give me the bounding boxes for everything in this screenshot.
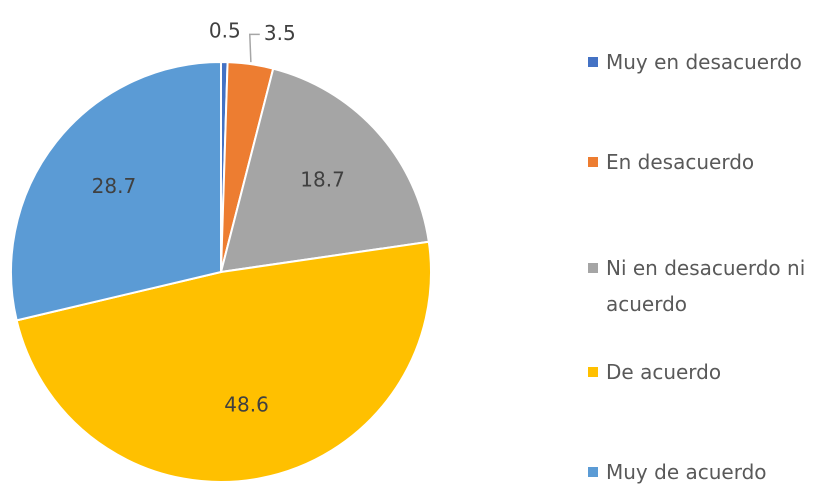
data-label: 3.5 xyxy=(264,21,296,45)
legend-label: Muy en desacuerdo xyxy=(606,50,802,74)
legend-item: De acuerdo xyxy=(588,354,838,390)
data-label: 0.5 xyxy=(209,19,241,43)
legend-item: Muy en desacuerdo xyxy=(588,44,838,80)
leader-line xyxy=(248,33,260,63)
legend-label: En desacuerdo xyxy=(606,150,755,174)
pie-slice xyxy=(219,67,430,274)
legend-label: De acuerdo xyxy=(606,360,722,384)
legend-swatch xyxy=(588,263,598,273)
legend-swatch xyxy=(588,157,598,167)
legend-swatch xyxy=(588,467,598,477)
data-label: 28.7 xyxy=(92,174,137,198)
pie-slice xyxy=(10,60,222,322)
legend-label: Muy de acuerdo xyxy=(606,460,767,484)
legend-item: En desacuerdo xyxy=(588,144,838,180)
data-label: 48.6 xyxy=(224,393,269,417)
legend-item: Muy de acuerdo xyxy=(588,454,838,490)
legend-item: Ni en desacuerdo ni acuerdo xyxy=(588,250,838,322)
legend-label: Ni en desacuerdo ni acuerdo xyxy=(606,256,806,316)
legend-swatch xyxy=(588,57,598,67)
legend-swatch xyxy=(588,367,598,377)
data-label: 18.7 xyxy=(300,167,345,191)
pie-slice xyxy=(15,240,432,483)
